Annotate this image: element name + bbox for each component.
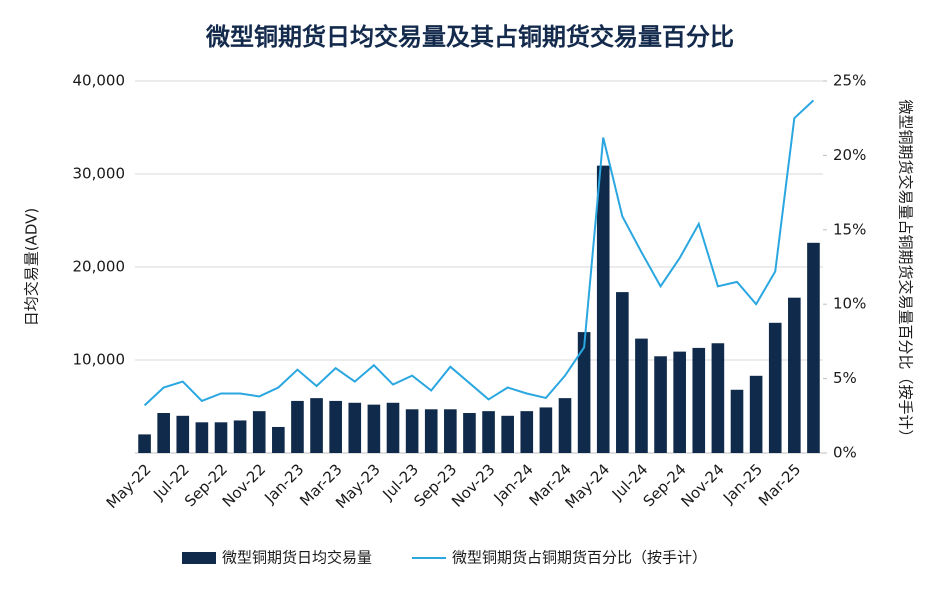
bar — [252, 411, 266, 453]
chart-title: 微型铜期货日均交易量及其占铜期货交易量百分比 — [205, 23, 734, 51]
bar — [635, 338, 648, 453]
bar — [463, 413, 476, 453]
bar — [386, 402, 400, 453]
bar — [596, 165, 610, 453]
bar — [558, 398, 572, 453]
legend-label: 微型铜期货占铜期货百分比（按手计） — [452, 549, 707, 567]
y2-axis-title: 微型铜期货交易量占铜期货交易量百分比（按手计） — [897, 99, 915, 444]
bar — [616, 292, 629, 453]
bar — [272, 426, 285, 453]
y2-tick-label: 25% — [833, 72, 866, 90]
bar — [329, 400, 342, 453]
bar — [233, 420, 247, 453]
bar — [482, 411, 495, 453]
bar — [501, 415, 514, 453]
y2-tick-label: 15% — [833, 220, 866, 238]
bar — [539, 407, 553, 453]
bar — [749, 375, 763, 453]
y-axis-title: 日均交易量(ADV) — [23, 208, 41, 327]
bar — [768, 322, 782, 453]
y2-tick-label: 0% — [833, 444, 857, 462]
y-tick-label: 20,000 — [73, 258, 126, 276]
bar — [520, 411, 534, 453]
y2-tick-label: 20% — [833, 146, 866, 164]
bar — [673, 351, 686, 453]
bar — [692, 347, 706, 453]
bar — [577, 332, 591, 453]
y2-tick-label: 10% — [833, 295, 866, 313]
bar — [788, 297, 801, 453]
bar — [348, 402, 362, 453]
bar — [405, 409, 419, 453]
bar — [367, 404, 381, 453]
bar — [176, 415, 190, 453]
legend-label: 微型铜期货日均交易量 — [222, 549, 372, 567]
bar — [654, 356, 667, 453]
bar — [444, 409, 457, 453]
bar — [711, 343, 725, 453]
x-tick-label: Nov-23 — [448, 460, 498, 510]
x-tick-label: Nov-22 — [219, 460, 269, 510]
y-tick-label: 10,000 — [73, 351, 126, 369]
y-tick-label: 30,000 — [73, 165, 126, 183]
bar — [310, 398, 323, 453]
bar — [157, 413, 170, 453]
bar — [807, 242, 820, 453]
legend-swatch — [182, 552, 216, 564]
bar — [291, 400, 304, 453]
x-tick-label: Nov-24 — [677, 460, 727, 510]
line — [143, 99, 815, 407]
bar — [195, 422, 209, 453]
y2-tick-label: 5% — [833, 369, 857, 387]
bar — [424, 409, 438, 453]
bar — [730, 389, 744, 453]
y-tick-label: 40,000 — [73, 72, 126, 90]
x-tick-label: Mar-25 — [755, 460, 804, 509]
bar — [214, 422, 228, 453]
bar — [138, 434, 151, 453]
x-tick-label: May-22 — [103, 460, 155, 512]
